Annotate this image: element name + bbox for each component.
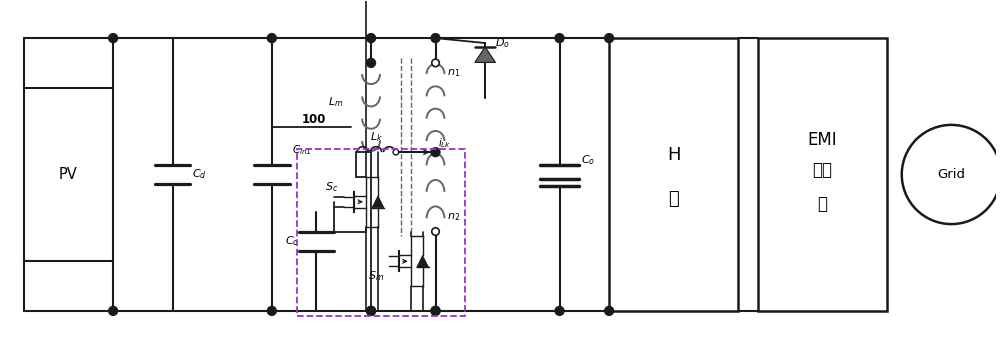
Circle shape	[605, 34, 614, 43]
Circle shape	[431, 306, 440, 315]
Text: $C_c$: $C_c$	[285, 235, 299, 248]
Bar	[297, 149, 465, 316]
Text: Grid: Grid	[937, 168, 965, 181]
Circle shape	[109, 34, 118, 43]
Text: $L_m$: $L_m$	[328, 96, 343, 109]
Text: $n_1$: $n_1$	[447, 67, 461, 79]
Bar	[609, 38, 738, 311]
Polygon shape	[475, 47, 495, 62]
Text: EMI: EMI	[808, 131, 837, 149]
Circle shape	[555, 34, 564, 43]
Text: $n_2$: $n_2$	[447, 211, 461, 222]
Text: PV: PV	[59, 167, 78, 182]
Circle shape	[267, 34, 276, 43]
Circle shape	[431, 34, 440, 43]
Text: 100: 100	[302, 113, 326, 126]
Text: $C_o$: $C_o$	[581, 153, 596, 167]
Circle shape	[393, 150, 399, 155]
Bar	[758, 38, 887, 311]
Circle shape	[431, 306, 440, 315]
Circle shape	[367, 58, 376, 67]
Text: $i_{Lk}$: $i_{Lk}$	[438, 136, 452, 150]
Text: $S_m$: $S_m$	[368, 269, 384, 283]
Circle shape	[267, 306, 276, 315]
Circle shape	[431, 148, 440, 156]
Circle shape	[109, 306, 118, 315]
Text: 器: 器	[817, 195, 827, 213]
Text: $D_o$: $D_o$	[495, 36, 510, 50]
Circle shape	[555, 306, 564, 315]
Circle shape	[902, 125, 1000, 224]
Circle shape	[432, 59, 439, 67]
Text: $C_d$: $C_d$	[192, 168, 207, 181]
Text: 滤波: 滤波	[812, 161, 832, 179]
Text: $S_c$: $S_c$	[325, 180, 338, 194]
Circle shape	[432, 228, 439, 235]
Circle shape	[367, 306, 376, 315]
Polygon shape	[417, 255, 429, 267]
Circle shape	[367, 34, 376, 43]
Bar	[24, 88, 113, 261]
Text: 桥: 桥	[668, 190, 679, 208]
Circle shape	[367, 306, 376, 315]
Circle shape	[605, 306, 614, 315]
Text: $L_k$: $L_k$	[370, 130, 382, 144]
Polygon shape	[372, 196, 384, 208]
Text: H: H	[667, 146, 680, 164]
Text: $C_{in1}$: $C_{in1}$	[292, 143, 312, 156]
